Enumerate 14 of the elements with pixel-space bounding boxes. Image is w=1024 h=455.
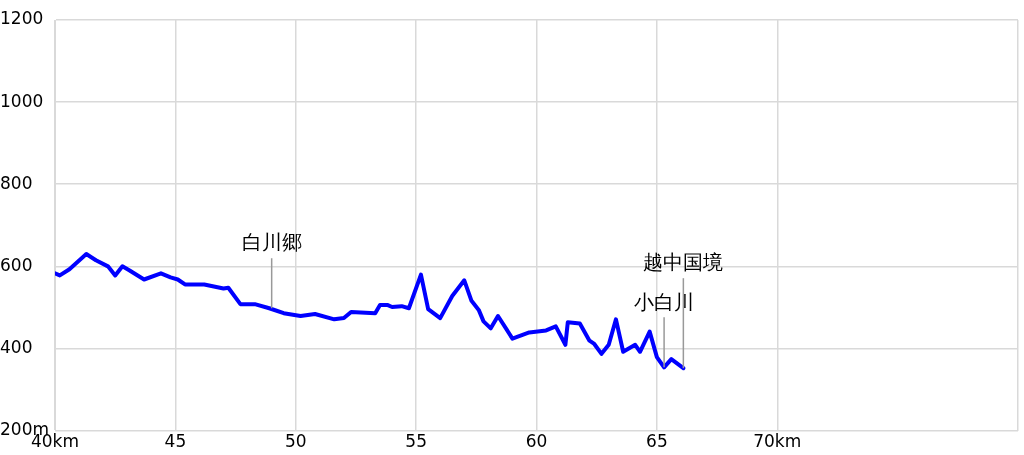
- y-tick-label: 800: [0, 172, 33, 193]
- y-tick-label: 1000: [0, 90, 44, 111]
- x-tick-label: 70km: [753, 431, 802, 452]
- x-tick-label: 65: [646, 431, 668, 452]
- annotation: 白川郷: [241, 230, 302, 255]
- x-tick-label: 60: [525, 431, 548, 452]
- y-tick-label: 1200: [0, 8, 44, 29]
- y-tick-label: 600: [0, 254, 33, 275]
- x-tick-label: 50: [284, 431, 307, 452]
- x-tick-label: 45: [164, 431, 187, 452]
- x-tick-label: 55: [405, 431, 427, 452]
- annotation: 越中国境: [643, 250, 724, 275]
- y-tick-label: 400: [0, 336, 33, 357]
- annotation: 小白川: [634, 289, 695, 314]
